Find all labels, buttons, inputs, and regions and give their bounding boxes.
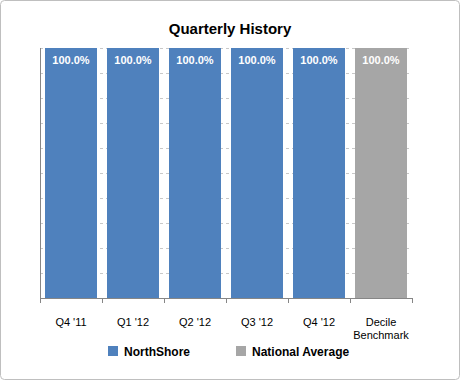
bar xyxy=(169,48,221,298)
chart-container: Quarterly History 100.0% 100.0% 100.0% 100.0… xyxy=(0,0,460,380)
data-label: 100.0% xyxy=(362,54,400,66)
x-tick-label-line: Benchmark xyxy=(353,329,409,341)
x-tick xyxy=(350,298,351,303)
x-tick-label-line: Decile xyxy=(366,316,397,328)
legend-swatch xyxy=(108,346,118,356)
x-tick-label: Q4 '11 xyxy=(55,316,86,328)
x-tick-label: Q2 '12 xyxy=(179,316,211,328)
legend-label: NorthShore xyxy=(124,345,190,359)
data-label: 100.0% xyxy=(176,54,214,66)
bar xyxy=(355,48,407,298)
x-tick-label: Q3 '12 xyxy=(241,316,273,328)
data-label: 100.0% xyxy=(238,54,276,66)
bar xyxy=(107,48,159,298)
data-label: 100.0% xyxy=(114,54,152,66)
y-axis xyxy=(40,48,41,298)
x-tick xyxy=(412,298,413,303)
chart: Quarterly History 100.0% 100.0% 100.0% 100.0… xyxy=(0,0,460,380)
bar xyxy=(293,48,345,298)
x-tick xyxy=(226,298,227,303)
data-label: 100.0% xyxy=(300,54,338,66)
bars xyxy=(45,48,407,298)
x-tick xyxy=(40,298,41,303)
bar xyxy=(231,48,283,298)
data-label: 100.0% xyxy=(52,54,90,66)
legend-label: National Average xyxy=(252,345,349,359)
x-tick xyxy=(164,298,165,303)
x-tick-label: Q1 '12 xyxy=(117,316,149,328)
x-tick-label: DecileBenchmark xyxy=(353,316,409,341)
bar xyxy=(45,48,97,298)
x-tick xyxy=(288,298,289,303)
x-tick xyxy=(102,298,103,303)
title: Quarterly History xyxy=(169,20,292,37)
chart-border xyxy=(1,1,460,380)
legend-swatch xyxy=(236,346,246,356)
x-tick-label: Q4 '12 xyxy=(303,316,335,328)
